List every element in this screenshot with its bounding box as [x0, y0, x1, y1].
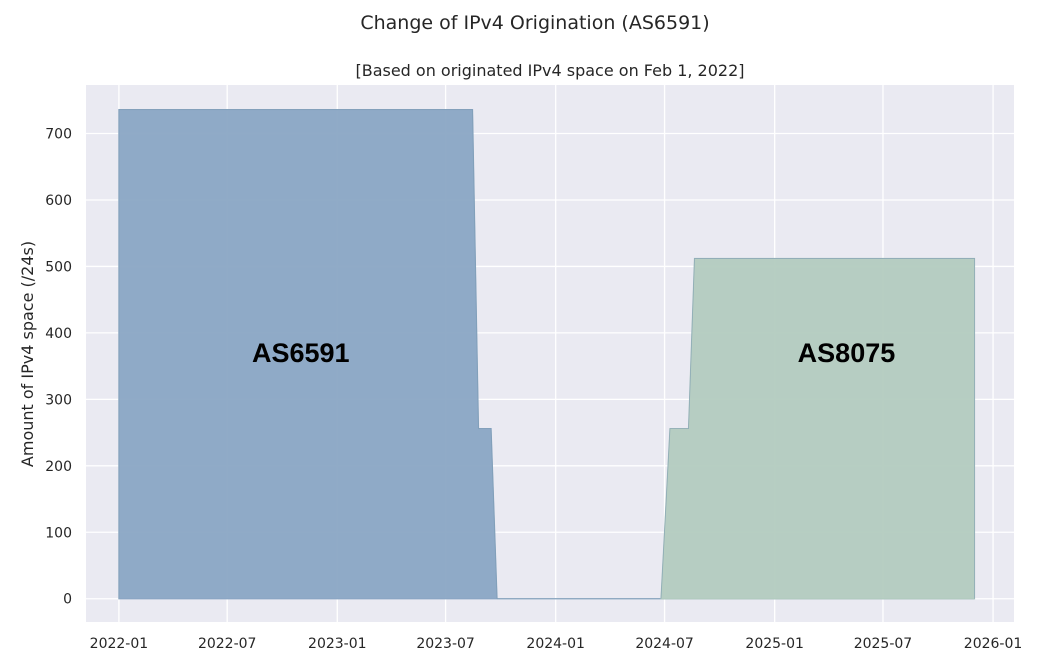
area-series-as8075 [660, 257, 976, 600]
series-areas [118, 108, 976, 600]
annotation-as8075: AS8075 [798, 338, 896, 368]
x-tick-label: 2023-01 [308, 636, 367, 652]
x-tick-label: 2025-01 [745, 636, 804, 652]
annotations: AS6591 AS8075 [252, 338, 895, 368]
x-tick-label: 2024-07 [635, 636, 694, 652]
y-tick-label: 200 [45, 459, 72, 475]
chart-subtitle: [Based on originated IPv4 space on Feb 1… [355, 61, 744, 80]
series-line-as8075 [660, 258, 975, 599]
y-tick-label: 100 [45, 525, 72, 541]
x-tick-label: 2025-07 [854, 636, 913, 652]
x-tick-label: 2023-07 [416, 636, 475, 652]
x-tick-label: 2026-01 [964, 636, 1023, 652]
y-tick-label: 500 [45, 259, 72, 275]
annotation-as6591: AS6591 [252, 338, 350, 368]
x-tick-labels: 2022-01 2022-07 2023-01 2023-07 2024-01 2024-… [90, 636, 1023, 652]
series-line-as6591 [118, 109, 975, 600]
x-tick-label: 2022-07 [198, 636, 257, 652]
y-axis-label: Amount of IPv4 space (/24s) [18, 241, 37, 467]
y-tick-label: 600 [45, 193, 72, 209]
x-tick-label: 2024-01 [526, 636, 585, 652]
y-tick-label: 700 [45, 127, 72, 143]
y-tick-label: 0 [63, 592, 72, 608]
chart-title: Change of IPv4 Origination (AS6591) [360, 12, 709, 34]
y-tick-label: 300 [45, 392, 72, 408]
y-tick-labels: 0 100 200 300 400 500 600 700 [45, 127, 72, 608]
y-tick-label: 400 [45, 326, 72, 342]
x-tick-label: 2022-01 [90, 636, 149, 652]
